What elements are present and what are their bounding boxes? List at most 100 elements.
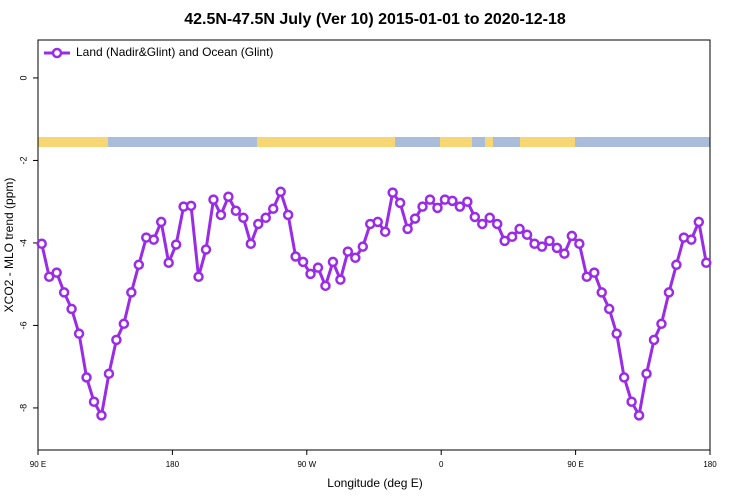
point [693, 216, 705, 228]
point [200, 244, 212, 255]
y-axis-label: XCO2 - MLO trend (ppm) [2, 178, 16, 313]
point [701, 257, 712, 268]
point [88, 396, 100, 407]
point [290, 251, 301, 262]
x-tick-label: 0 [439, 460, 444, 469]
point [312, 262, 324, 273]
point [626, 396, 637, 407]
y-tick-label: -8 [18, 404, 28, 412]
point [611, 328, 622, 339]
point [491, 218, 503, 230]
point [454, 201, 466, 212]
point [81, 372, 92, 383]
point [43, 271, 55, 283]
point [58, 287, 70, 298]
y-tick-label: 0 [18, 75, 28, 80]
point [357, 241, 369, 252]
point [469, 211, 481, 223]
point [633, 410, 645, 421]
point [305, 268, 316, 280]
point [342, 246, 354, 257]
point [111, 334, 122, 346]
point [66, 303, 77, 315]
point [566, 230, 578, 242]
chart-title: 42.5N-47.5N July (Ver 10) 2015-01-01 to … [184, 11, 566, 28]
point [335, 274, 346, 285]
point [118, 318, 130, 330]
point [514, 223, 525, 235]
point [559, 248, 570, 259]
point [103, 368, 115, 379]
point [521, 229, 533, 240]
point [417, 201, 428, 212]
legend-label: Land (Nadir&Glint) and Ocean (Glint) [76, 45, 273, 59]
point [581, 271, 593, 283]
point [596, 287, 607, 298]
point [536, 241, 548, 252]
point [394, 197, 406, 209]
plot-frame [37, 39, 711, 451]
point [73, 328, 85, 339]
point [208, 194, 219, 205]
point [297, 256, 309, 268]
point [506, 231, 518, 243]
point [327, 256, 339, 268]
point [663, 287, 675, 298]
point [350, 252, 361, 264]
point [551, 242, 563, 254]
point [462, 196, 473, 207]
point [686, 234, 697, 245]
point [223, 191, 234, 202]
point [484, 212, 495, 224]
point [282, 209, 294, 221]
point [424, 194, 436, 205]
point [126, 287, 137, 298]
point [641, 368, 652, 379]
point [671, 259, 682, 271]
point [163, 257, 174, 268]
point [477, 218, 488, 230]
point [267, 203, 279, 214]
point [193, 271, 204, 283]
point [574, 238, 585, 250]
x-tick-label: 90 E [30, 460, 46, 469]
point [447, 195, 458, 207]
point [155, 216, 167, 228]
point [648, 334, 660, 346]
point [275, 186, 286, 198]
point [432, 202, 443, 214]
point [215, 209, 227, 221]
legend-marker [51, 47, 63, 59]
y-tick-label: -4 [18, 239, 28, 247]
point [379, 226, 391, 238]
y-tick-label: -2 [18, 156, 28, 164]
point [253, 218, 264, 230]
point [656, 318, 667, 330]
land-ocean-strip [38, 137, 710, 147]
point [544, 235, 555, 247]
x-axis-label: Longitude (deg E) [327, 476, 422, 490]
point [402, 223, 413, 235]
point [387, 187, 398, 198]
point [133, 259, 145, 271]
point [603, 303, 615, 315]
y-tick-label: -6 [18, 321, 28, 329]
x-tick-label: 90 W [297, 460, 316, 469]
point [618, 372, 630, 383]
point [589, 267, 600, 278]
x-tick-label: 180 [166, 460, 180, 469]
point [170, 239, 182, 250]
point [36, 238, 47, 250]
point [245, 238, 257, 250]
point [51, 267, 62, 278]
point [230, 205, 242, 217]
point [238, 212, 249, 224]
point [185, 200, 197, 212]
point [499, 235, 510, 247]
point [96, 410, 107, 421]
point [148, 234, 159, 245]
point [409, 213, 421, 224]
point [260, 212, 271, 224]
point [372, 216, 383, 228]
